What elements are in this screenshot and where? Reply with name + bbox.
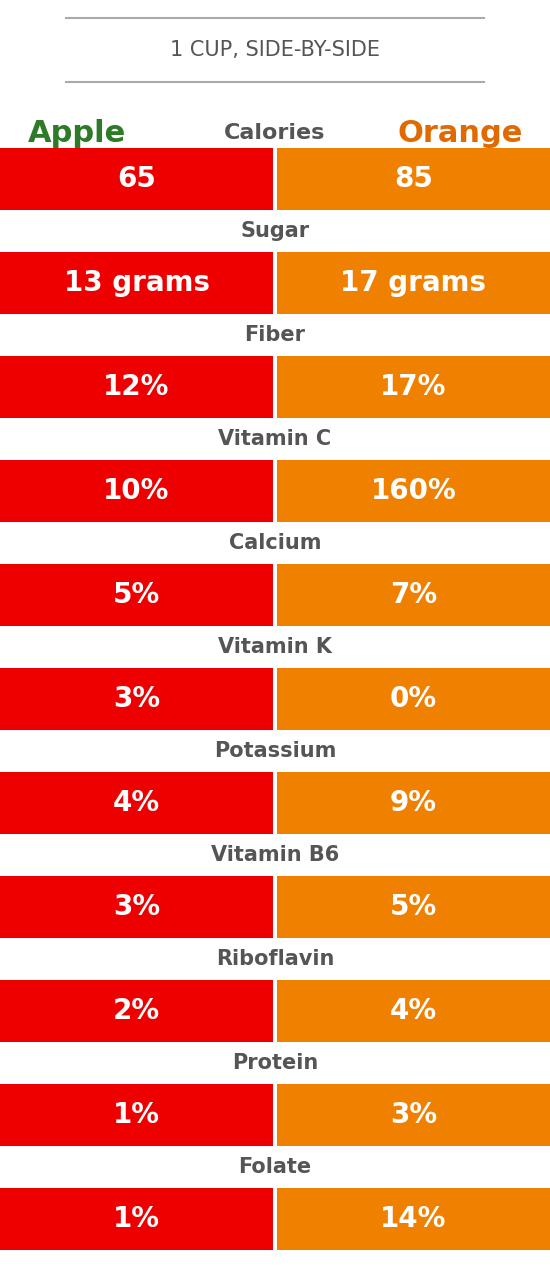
Text: 3%: 3% xyxy=(113,685,160,713)
Text: 1%: 1% xyxy=(113,1205,160,1233)
Bar xyxy=(277,355,550,418)
Text: 17 grams: 17 grams xyxy=(340,269,487,296)
Bar xyxy=(277,461,550,522)
Bar xyxy=(0,148,273,210)
Bar xyxy=(277,668,550,730)
Bar xyxy=(0,772,273,834)
Text: Vitamin C: Vitamin C xyxy=(218,429,332,449)
Text: Calories: Calories xyxy=(224,123,326,142)
Bar xyxy=(277,148,550,210)
Bar xyxy=(277,1084,550,1146)
Bar xyxy=(0,1084,273,1146)
Text: Folate: Folate xyxy=(239,1157,311,1177)
Bar xyxy=(0,980,273,1042)
Text: Apple: Apple xyxy=(28,118,126,148)
Text: 10%: 10% xyxy=(103,477,170,506)
Text: 4%: 4% xyxy=(113,789,160,817)
Bar xyxy=(0,565,273,626)
Text: 65: 65 xyxy=(117,166,156,192)
Text: 4%: 4% xyxy=(390,997,437,1025)
Bar xyxy=(0,876,273,938)
Bar xyxy=(0,1188,273,1250)
Bar xyxy=(277,251,550,314)
Bar xyxy=(277,1188,550,1250)
Text: 7%: 7% xyxy=(390,581,437,609)
Text: Sugar: Sugar xyxy=(240,221,310,241)
Text: 13 grams: 13 grams xyxy=(63,269,210,296)
Text: 85: 85 xyxy=(394,166,433,192)
Text: 3%: 3% xyxy=(390,1101,437,1129)
Text: 14%: 14% xyxy=(380,1205,447,1233)
Text: Protein: Protein xyxy=(232,1053,318,1073)
Text: Vitamin B6: Vitamin B6 xyxy=(211,845,339,865)
Bar xyxy=(277,980,550,1042)
Bar xyxy=(277,876,550,938)
Text: Fiber: Fiber xyxy=(245,325,305,345)
Text: 3%: 3% xyxy=(113,893,160,921)
Bar xyxy=(277,565,550,626)
Bar xyxy=(0,461,273,522)
Text: 17%: 17% xyxy=(380,373,447,402)
Text: Riboflavin: Riboflavin xyxy=(216,949,334,969)
Bar xyxy=(0,355,273,418)
Bar xyxy=(0,668,273,730)
Text: Orange: Orange xyxy=(397,118,522,148)
Text: Vitamin K: Vitamin K xyxy=(218,636,332,657)
Text: Potassium: Potassium xyxy=(214,742,336,761)
Text: 1%: 1% xyxy=(113,1101,160,1129)
Text: Calcium: Calcium xyxy=(229,532,321,553)
Text: 0%: 0% xyxy=(390,685,437,713)
Text: 1 CUP, SIDE-BY-SIDE: 1 CUP, SIDE-BY-SIDE xyxy=(170,40,380,60)
Text: 12%: 12% xyxy=(103,373,170,402)
Text: 5%: 5% xyxy=(390,893,437,921)
Bar xyxy=(0,251,273,314)
Text: 9%: 9% xyxy=(390,789,437,817)
Bar xyxy=(277,772,550,834)
Text: 5%: 5% xyxy=(113,581,160,609)
Text: 2%: 2% xyxy=(113,997,160,1025)
Text: 160%: 160% xyxy=(371,477,456,506)
